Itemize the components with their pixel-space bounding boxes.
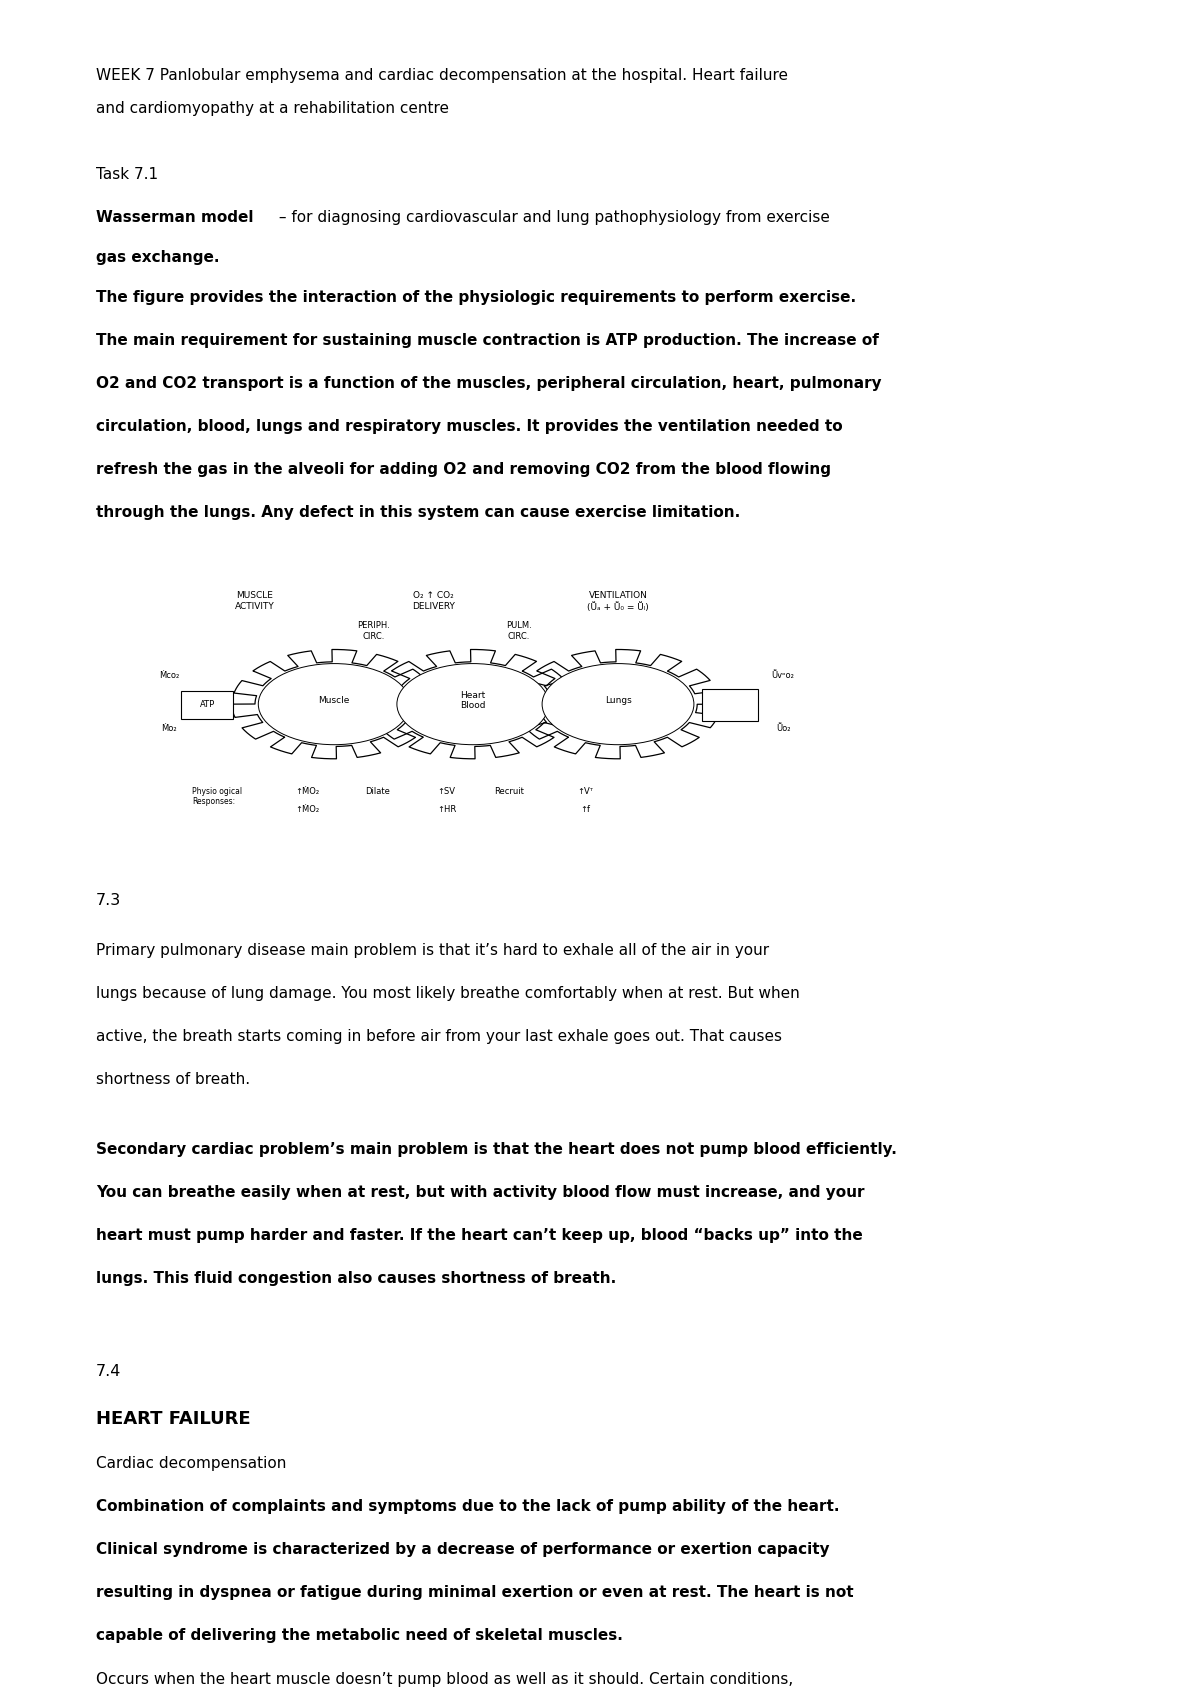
FancyBboxPatch shape xyxy=(181,691,233,718)
Text: and cardiomyopathy at a rehabilitation centre: and cardiomyopathy at a rehabilitation c… xyxy=(96,102,449,115)
Text: You can breathe easily when at rest, but with activity blood flow must increase,: You can breathe easily when at rest, but… xyxy=(96,1185,864,1200)
Text: VENTILATION
(Ṻₐ + Ṻ₀ = Ṻₗ): VENTILATION (Ṻₐ + Ṻ₀ = Ṻₗ) xyxy=(587,591,649,611)
Text: PULM.
CIRC.: PULM. CIRC. xyxy=(506,621,532,640)
Text: Ṻo₂: Ṻo₂ xyxy=(775,725,791,734)
Text: O2 and CO2 transport is a function of the muscles, peripheral circulation, heart: O2 and CO2 transport is a function of th… xyxy=(96,375,882,391)
Circle shape xyxy=(258,664,410,745)
Text: Recruit: Recruit xyxy=(494,786,524,796)
Polygon shape xyxy=(516,649,720,759)
Text: MUSCLE
ACTIVITY: MUSCLE ACTIVITY xyxy=(235,591,275,611)
Polygon shape xyxy=(371,649,575,759)
Text: HEART FAILURE: HEART FAILURE xyxy=(96,1409,251,1428)
Text: ↑ṀO₂: ↑ṀO₂ xyxy=(295,805,320,813)
Text: PERIPH.
CIRC.: PERIPH. CIRC. xyxy=(358,621,390,640)
Text: Combination of complaints and symptoms due to the lack of pump ability of the he: Combination of complaints and symptoms d… xyxy=(96,1499,840,1515)
Text: Ṁco₂: Ṁco₂ xyxy=(160,671,179,681)
Text: The figure provides the interaction of the physiologic requirements to perform e: The figure provides the interaction of t… xyxy=(96,290,856,304)
Text: ↑ṀO₂: ↑ṀO₂ xyxy=(295,786,320,796)
Circle shape xyxy=(542,664,694,745)
Text: Heart
Blood: Heart Blood xyxy=(460,691,486,710)
Text: 7.3: 7.3 xyxy=(96,893,121,908)
Text: Clinical syndrome is characterized by a decrease of performance or exertion capa: Clinical syndrome is characterized by a … xyxy=(96,1542,829,1557)
Text: The main requirement for sustaining muscle contraction is ATP production. The in: The main requirement for sustaining musc… xyxy=(96,333,878,348)
Text: refresh the gas in the alveoli for adding O2 and removing CO2 from the blood flo: refresh the gas in the alveoli for addin… xyxy=(96,462,830,477)
Text: through the lungs. Any defect in this system can cause exercise limitation.: through the lungs. Any defect in this sy… xyxy=(96,504,740,520)
Text: Task 7.1: Task 7.1 xyxy=(96,168,158,182)
Text: Dilate: Dilate xyxy=(365,786,390,796)
Text: Primary pulmonary disease main problem is that it’s hard to exhale all of the ai: Primary pulmonary disease main problem i… xyxy=(96,942,769,958)
Text: O₂ ↑ CO₂
DELIVERY: O₂ ↑ CO₂ DELIVERY xyxy=(412,591,455,611)
Text: ↑HR: ↑HR xyxy=(437,805,456,813)
Text: ↑SV: ↑SV xyxy=(438,786,456,796)
Text: ↑Vᵀ: ↑Vᵀ xyxy=(577,786,593,796)
Text: capable of delivering the metabolic need of skeletal muscles.: capable of delivering the metabolic need… xyxy=(96,1628,623,1644)
Text: Lungs: Lungs xyxy=(605,696,631,705)
Text: Secondary cardiac problem’s main problem is that the heart does not pump blood e: Secondary cardiac problem’s main problem… xyxy=(96,1141,896,1156)
FancyBboxPatch shape xyxy=(702,689,758,720)
Text: shortness of breath.: shortness of breath. xyxy=(96,1071,250,1087)
Text: gas exchange.: gas exchange. xyxy=(96,250,220,265)
Text: 7.4: 7.4 xyxy=(96,1363,121,1379)
Text: lungs because of lung damage. You most likely breathe comfortably when at rest. : lungs because of lung damage. You most l… xyxy=(96,987,799,1002)
Circle shape xyxy=(397,664,548,745)
Text: WEEK 7 Panlobular emphysema and cardiac decompensation at the hospital. Heart fa: WEEK 7 Panlobular emphysema and cardiac … xyxy=(96,68,788,83)
Text: Occurs when the heart muscle doesn’t pump blood as well as it should. Certain co: Occurs when the heart muscle doesn’t pum… xyxy=(96,1671,793,1686)
Text: Ṁo₂: Ṁo₂ xyxy=(161,725,178,734)
Text: Ṻvᵒo₂: Ṻvᵒo₂ xyxy=(772,671,794,681)
Text: – for diagnosing cardiovascular and lung pathophysiology from exercise: – for diagnosing cardiovascular and lung… xyxy=(274,211,829,226)
Text: heart must pump harder and faster. If the heart can’t keep up, blood “backs up” : heart must pump harder and faster. If th… xyxy=(96,1228,863,1243)
Text: Wasserman model: Wasserman model xyxy=(96,211,253,226)
Text: ↑f: ↑f xyxy=(580,805,590,813)
Text: lungs. This fluid congestion also causes shortness of breath.: lungs. This fluid congestion also causes… xyxy=(96,1270,617,1285)
Text: circulation, blood, lungs and respiratory muscles. It provides the ventilation n: circulation, blood, lungs and respirator… xyxy=(96,419,842,435)
Text: ATP: ATP xyxy=(199,700,215,710)
Polygon shape xyxy=(232,649,437,759)
Text: active, the breath starts coming in before air from your last exhale goes out. T: active, the breath starts coming in befo… xyxy=(96,1029,782,1044)
Text: Cardiac decompensation: Cardiac decompensation xyxy=(96,1457,287,1470)
Text: resulting in dyspnea or fatigue during minimal exertion or even at rest. The hea: resulting in dyspnea or fatigue during m… xyxy=(96,1586,853,1601)
Text: Physio ogical
Responses:: Physio ogical Responses: xyxy=(192,786,242,807)
Text: Muscle: Muscle xyxy=(318,696,350,705)
